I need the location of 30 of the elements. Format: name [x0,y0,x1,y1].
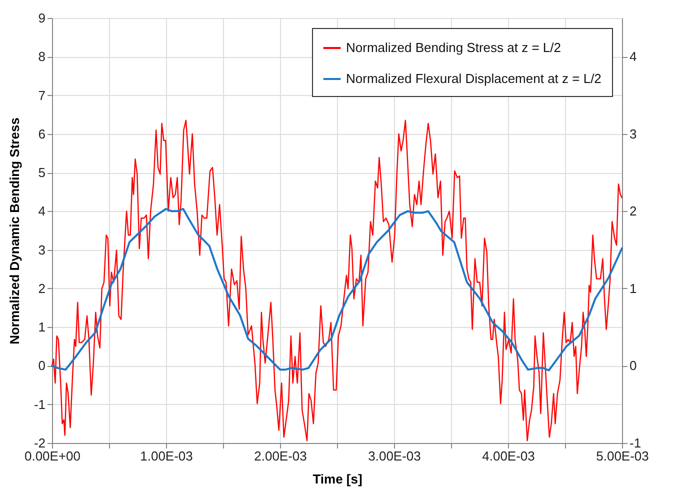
x-tick-label: 3.00E-03 [368,448,421,464]
y-tick-label: 0 [38,358,46,374]
legend-label: Normalized Flexural Displacement at z = L/2 [346,71,602,86]
y-tick-label: 2 [38,280,46,296]
x-tick-label: 0.00E+00 [24,448,81,464]
x-tick-label: 4.00E-03 [482,448,535,464]
y2-tick-label: 2 [630,204,637,219]
y-tick-label: 1 [38,320,46,335]
y-tick-label: 3 [38,242,46,258]
x-tick-label: 5.00E-03 [596,448,649,464]
x-axis-title: Time [s] [312,472,362,486]
y2-tick-label: 3 [630,126,637,142]
y-tick-label: 6 [38,126,46,142]
legend-label: Normalized Bending Stress at z = L/2 [346,40,561,55]
line-series [51,120,623,442]
y-tick-label: 7 [38,88,46,103]
y-tick-label: -1 [34,396,46,412]
y2-tick-label: -1 [630,436,642,450]
y-tick-label: 8 [38,49,46,64]
line-series [51,208,623,372]
y2-tick-label: 1 [630,280,637,296]
y-tick-label: 9 [38,10,46,26]
x-tick-label: 2.00E-03 [254,448,307,464]
y-axis-title: Normalized Dynamic Bending Stress [6,118,22,344]
y-tick-label: 5 [38,165,46,180]
y-tick-label: 4 [38,204,46,219]
y2-tick-label: 0 [630,358,637,374]
y2-tick-label: 4 [630,49,637,64]
x-tick-label: 1.00E-03 [140,448,193,464]
y-tick-label: -2 [34,436,46,450]
